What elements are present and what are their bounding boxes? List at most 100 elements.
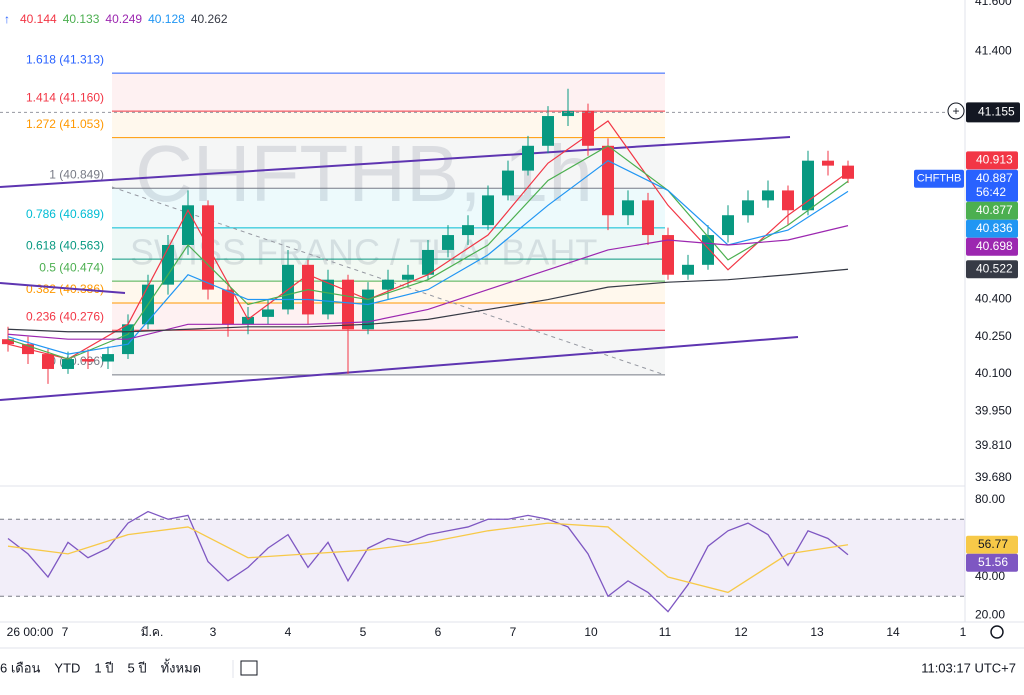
moving-average xyxy=(7,159,849,355)
period-button[interactable]: 1 ปี xyxy=(94,660,113,675)
x-tick-label: 6 xyxy=(435,625,442,639)
candle-body xyxy=(222,289,234,325)
fib-zone xyxy=(112,330,665,375)
price-label-box xyxy=(966,219,1018,238)
candle-body xyxy=(62,359,74,369)
legend-value: 40.144 xyxy=(20,12,57,26)
x-tick-label: 3 xyxy=(210,625,217,639)
y-tick-label: 40.250 xyxy=(975,329,1012,343)
candle-body xyxy=(582,111,594,146)
legend-value: 40.262 xyxy=(191,12,228,26)
candle-body xyxy=(82,359,94,362)
x-tick-label: 13 xyxy=(810,625,824,639)
candle-body xyxy=(682,264,694,275)
settings-icon[interactable] xyxy=(990,625,1004,639)
add-button[interactable] xyxy=(947,102,965,120)
fib-label: 1.618 (41.313) xyxy=(26,52,104,66)
candle-body xyxy=(562,111,574,117)
crosshair-label-box xyxy=(966,102,1020,123)
clock: 11:03:17 UTC+7 xyxy=(921,660,1016,675)
x-tick-label: มี.ค. xyxy=(141,625,164,639)
candle-body xyxy=(842,165,854,179)
candle-body xyxy=(602,145,614,216)
candle-body xyxy=(782,190,794,211)
y-tick-label: 41.400 xyxy=(975,44,1012,58)
candle-body xyxy=(802,160,814,211)
candle-body xyxy=(42,354,54,369)
rsi-label: 51.56 xyxy=(978,555,1008,569)
x-tick-label: 10 xyxy=(584,625,598,639)
rsi-line xyxy=(7,510,849,613)
y-tick-label: 39.680 xyxy=(975,470,1012,484)
candle-body xyxy=(742,200,754,216)
rsi-tick-label: 40.00 xyxy=(975,569,1005,583)
x-tick-label: 1 xyxy=(960,625,967,639)
marks xyxy=(2,88,854,613)
period-button[interactable]: 5 ปี xyxy=(128,660,147,675)
candle-body xyxy=(722,215,734,236)
y-tick-label: 39.810 xyxy=(975,438,1012,452)
candle-body xyxy=(502,170,514,196)
toolbar: 6 เดือน YTD 1 ปี 5 ปี ทั้งหมด xyxy=(0,658,201,675)
period-button[interactable]: 6 เดือน xyxy=(0,660,41,675)
price-label: 40.522 xyxy=(976,261,1013,275)
y-tick-label: 40.100 xyxy=(975,366,1012,380)
legend-value: 40.128 xyxy=(148,12,185,26)
candle-body xyxy=(822,160,834,166)
date-range-icon[interactable] xyxy=(240,660,258,676)
price-label: 40.698 xyxy=(976,239,1013,253)
y-tick-label: 39.950 xyxy=(975,403,1012,417)
crosshair-label: 41.155 xyxy=(978,104,1015,118)
axes: 41.600 41.400 40.400 40.250 40.100 39.950 39.8… xyxy=(0,0,1020,639)
fib-label: 0.618 (40.563) xyxy=(26,238,104,252)
x-tick-label: 7 xyxy=(62,625,69,639)
fib-zone xyxy=(112,303,665,331)
x-tick-label: 11 xyxy=(659,625,672,639)
candle-body xyxy=(402,274,414,280)
fib-label: 1 (40.849) xyxy=(49,167,104,181)
candle-body xyxy=(642,200,654,236)
legend-value: 40.133 xyxy=(63,12,100,26)
moving-average xyxy=(7,120,849,360)
price-label-box xyxy=(966,260,1018,279)
price-label-box xyxy=(966,201,1018,220)
candle-body xyxy=(322,279,334,315)
candle-body xyxy=(2,339,14,345)
candle-body xyxy=(422,249,434,275)
period-button[interactable]: ทั้งหมด xyxy=(161,658,202,675)
rsi-line xyxy=(7,522,849,594)
candle-body xyxy=(162,244,174,285)
rsi-label: 56.77 xyxy=(978,537,1008,551)
x-tick-label: 26 00:00 xyxy=(7,625,54,639)
candle-body xyxy=(462,225,474,236)
period-button[interactable]: YTD xyxy=(54,660,80,675)
fib-label: 0.236 (40.276) xyxy=(26,309,104,323)
legend: 40.144 40.133 40.249 40.128 40.262 xyxy=(20,12,228,26)
moving-average xyxy=(7,268,849,333)
price-label: 40.877 xyxy=(976,203,1013,217)
candle-body xyxy=(482,195,494,226)
symbol-label: CHFTHB xyxy=(917,173,962,185)
x-tick-label: 5 xyxy=(360,625,367,639)
candle-body xyxy=(702,235,714,265)
legend-icon: ↑ xyxy=(4,12,10,26)
price-label-box xyxy=(966,169,1018,202)
rsi-background xyxy=(0,518,965,597)
y-tick-label: 40.400 xyxy=(975,292,1012,306)
rsi-label-box xyxy=(966,535,1018,554)
fib-label: 1.272 (41.053) xyxy=(26,117,104,131)
add-icon[interactable]: + xyxy=(952,104,959,118)
legend-value: 40.249 xyxy=(105,12,142,26)
moving-average xyxy=(7,145,849,360)
channel-line xyxy=(0,336,799,401)
candle-body xyxy=(102,354,114,362)
rsi-label-box xyxy=(966,553,1018,572)
x-tick-label: 7 xyxy=(510,625,517,639)
x-tick-label: 14 xyxy=(886,625,900,639)
channel-line xyxy=(0,282,126,294)
candle-body xyxy=(522,145,534,171)
symbol-label-box xyxy=(914,169,964,188)
countdown: 56:42 xyxy=(976,185,1006,199)
